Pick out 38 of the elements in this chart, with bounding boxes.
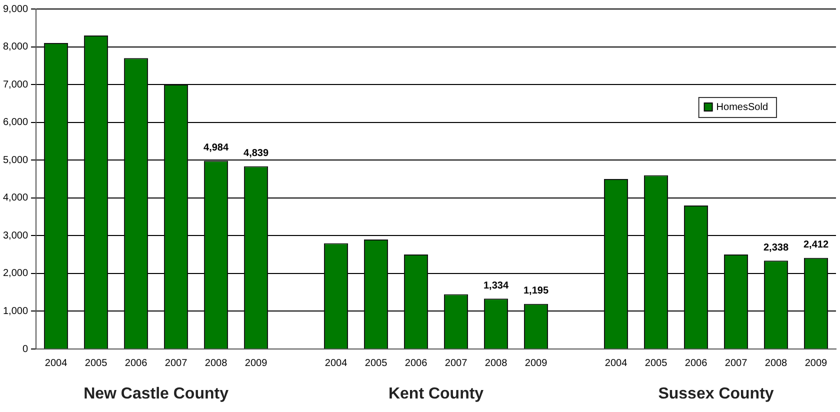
x-tick-label: 2008 (204, 358, 228, 369)
x-tick-label: 2007 (724, 358, 748, 369)
y-tick-label: 6,000 (2, 117, 28, 128)
y-tick-label: 3,000 (2, 230, 28, 242)
y-tick-label: 4,000 (2, 192, 28, 204)
y-tick-label: 7,000 (2, 79, 28, 90)
y-tick-label: 2,000 (2, 268, 28, 280)
x-tick-label: 2006 (684, 358, 708, 369)
x-tick-label: 2009 (804, 358, 828, 369)
text: Sussex County (658, 385, 774, 402)
x-tick-label: 2006 (124, 358, 148, 369)
x-tick-label: 2008 (484, 358, 508, 369)
x-tick-label: 2009 (244, 358, 268, 369)
x-tick-label: 2008 (764, 358, 788, 369)
x-tick-label: 2007 (164, 358, 188, 369)
x-tick-label: 2004 (604, 358, 628, 369)
y-tick-label: 5,000 (2, 154, 28, 166)
x-tick-label: 2004 (324, 358, 348, 369)
y-tick-label: 9,000 (2, 4, 28, 15)
x-tick-label: 2005 (84, 358, 108, 369)
x-tick-label: 2005 (364, 358, 388, 369)
data-label: 2,338 (763, 242, 789, 254)
x-tick-label: 2006 (404, 358, 428, 369)
text: New Castle County (84, 385, 229, 402)
x-tick-label: 2007 (444, 358, 468, 369)
data-label: 1,334 (483, 280, 509, 292)
text: Kent County (388, 385, 484, 402)
data-label: 2,412 (803, 240, 829, 251)
y-tick-label: 0 (22, 344, 28, 355)
y-tick-label: 8,000 (2, 42, 28, 53)
legend-label: HomesSold (716, 102, 768, 113)
x-tick-label: 2005 (644, 358, 668, 369)
y-tick-label: 1,000 (2, 306, 28, 317)
data-label: 4,984 (204, 142, 229, 154)
x-tick-label: 2004 (44, 358, 68, 369)
data-label: 1,195 (523, 286, 549, 297)
x-tick-label: 2009 (524, 358, 548, 369)
data-label: 4,839 (244, 148, 269, 159)
